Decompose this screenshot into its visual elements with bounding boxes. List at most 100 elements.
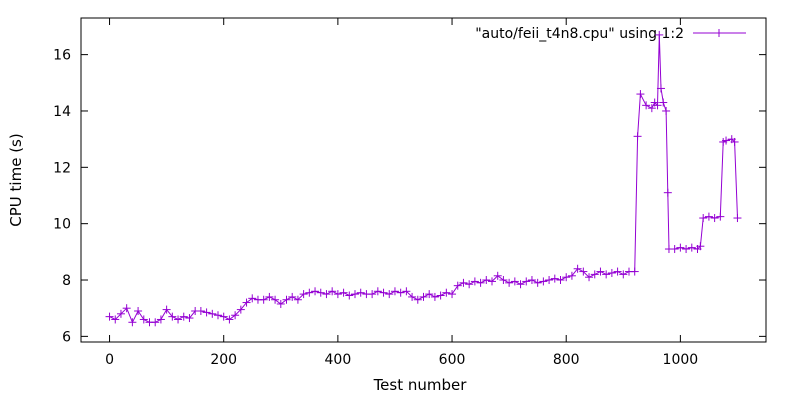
data-point [704, 212, 713, 221]
data-point [162, 305, 171, 314]
plot-frame [80, 17, 767, 343]
data-point [682, 245, 691, 254]
data-point [345, 291, 354, 300]
data-point [567, 271, 576, 280]
data-point [505, 278, 514, 287]
data-point [396, 288, 405, 297]
data-point [174, 315, 183, 324]
data-point [662, 106, 671, 115]
data-point [659, 98, 668, 107]
data-point [265, 292, 274, 301]
data-point [453, 281, 462, 290]
data-point [236, 305, 245, 314]
data-point [419, 292, 428, 301]
y-tick-label: 6 [62, 329, 71, 345]
data-point [522, 277, 531, 286]
data-point [425, 290, 434, 299]
data-point [248, 294, 257, 303]
x-tick-label: 400 [325, 352, 352, 368]
data-point [373, 287, 382, 296]
data-point [730, 137, 739, 146]
data-point [402, 287, 411, 296]
data-point [231, 311, 240, 320]
data-point [539, 277, 548, 286]
data-point [710, 214, 719, 223]
data-point [510, 277, 519, 286]
x-tick-label: 800 [553, 352, 580, 368]
data-point [596, 267, 605, 276]
data-point [259, 295, 268, 304]
data-point [385, 290, 394, 299]
y-axis-title: CPU time (s) [7, 133, 25, 226]
data-point [105, 312, 114, 321]
data-point [448, 290, 457, 299]
data-point [602, 270, 611, 279]
y-tick-label: 10 [53, 217, 71, 233]
data-point [139, 315, 148, 324]
data-point [579, 267, 588, 276]
legend-marker [715, 29, 723, 37]
data-point [442, 288, 451, 297]
data-point [379, 288, 388, 297]
data-point [322, 290, 331, 299]
data-point [299, 290, 308, 299]
data-point [282, 295, 291, 304]
data-point [368, 290, 377, 299]
data-point [151, 318, 160, 327]
data-point [630, 267, 639, 276]
data-point [696, 242, 705, 251]
data-point [556, 276, 565, 285]
data-point [562, 273, 571, 282]
data-point [573, 264, 582, 273]
data-point [219, 312, 228, 321]
data-point [533, 278, 542, 287]
data-point [351, 290, 359, 299]
y-tick-label: 16 [53, 48, 71, 64]
data-point [208, 309, 217, 318]
data-point [545, 276, 554, 285]
data-point [156, 315, 165, 324]
data-point [590, 270, 599, 279]
data-point [550, 274, 559, 283]
data-point [116, 309, 125, 318]
data-point [607, 268, 616, 277]
data-point [676, 243, 685, 252]
data-point [476, 278, 485, 287]
data-point [733, 214, 742, 223]
data-point [413, 295, 422, 304]
x-tick-label: 0 [105, 352, 114, 368]
data-point [633, 132, 642, 141]
legend: "auto/feii_t4n8.cpu" using 1:2 [475, 26, 746, 42]
data-point [430, 292, 439, 301]
data-point [333, 290, 342, 299]
data-point [305, 288, 314, 297]
data-point [242, 298, 251, 307]
data-point [527, 276, 536, 285]
x-tick-label: 600 [439, 352, 466, 368]
data-point [642, 101, 651, 110]
legend-marker-plus [715, 29, 723, 37]
data-point [699, 214, 708, 223]
data-point [613, 267, 622, 276]
data-point [465, 280, 474, 289]
data-point [128, 318, 137, 327]
data-point [356, 288, 365, 297]
legend-label: "auto/feii_t4n8.cpu" using 1:2 [475, 26, 684, 42]
data-point [179, 312, 188, 321]
data-point [408, 292, 417, 301]
data-point [636, 90, 645, 99]
data-point [516, 280, 525, 289]
data-point [202, 308, 211, 317]
data-point [316, 288, 325, 297]
data-point [716, 212, 725, 221]
data-point [653, 101, 662, 110]
series-points [105, 30, 742, 327]
data-point [488, 277, 496, 286]
series-line [109, 34, 738, 324]
data-point [470, 277, 479, 286]
x-axis-ticks: 0 200 400 600 800 1000 [105, 18, 698, 368]
data-point [196, 307, 205, 316]
data-point [585, 273, 594, 282]
data-point [111, 315, 120, 324]
